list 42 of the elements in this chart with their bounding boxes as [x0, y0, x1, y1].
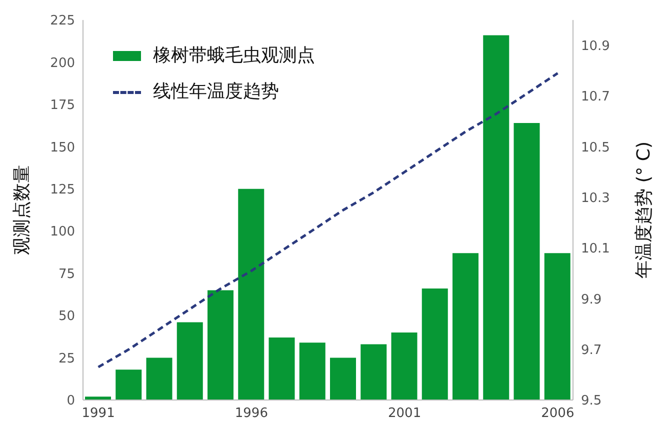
y2-tick-label: 10.7: [581, 90, 610, 105]
bar: [514, 123, 540, 400]
bar: [146, 358, 172, 400]
y-tick-label: 175: [50, 98, 75, 114]
y-tick-label: 50: [58, 309, 75, 324]
bar: [360, 344, 387, 400]
y2-tick-label: 10.9: [581, 38, 610, 54]
bar: [268, 338, 295, 400]
y2-tick-label: 9.7: [581, 342, 602, 358]
legend-label: 线性年温度趋势: [153, 81, 279, 102]
x-tick-label: 2001: [388, 406, 422, 422]
bar: [208, 290, 234, 400]
x-tick-label: 2006: [541, 406, 574, 422]
y-tick-label: 100: [50, 224, 75, 240]
bar: [422, 288, 448, 400]
y-tick-label: 125: [50, 182, 75, 198]
x-tick-label: 1996: [234, 406, 268, 422]
y-tick-label: 25: [58, 351, 75, 366]
bar: [116, 370, 142, 400]
bar: [483, 35, 510, 400]
bar: [176, 322, 203, 400]
line-series: [97, 72, 559, 368]
bar: [452, 253, 478, 400]
y2-axis-title: 年温度趋势 (° C): [633, 141, 654, 279]
y-tick-label: 200: [50, 56, 75, 71]
bar: [544, 253, 570, 400]
bar: [391, 332, 418, 400]
y2-tick-label: 9.5: [581, 394, 602, 409]
bar: [299, 342, 326, 400]
bar: [238, 188, 264, 400]
y2-tick-label: 10.1: [581, 242, 610, 257]
y-tick-label: 75: [58, 266, 75, 282]
legend-label: 橡树带蛾毛虫观测点: [153, 45, 315, 66]
y-tick-label: 150: [50, 140, 75, 156]
y2-tick-label: 10.5: [581, 140, 610, 156]
x-tick-label: 1991: [82, 406, 115, 422]
y-tick-label: 225: [50, 14, 75, 29]
y-axis-title: 观测点数量: [11, 165, 32, 255]
y2-tick-label: 10.3: [581, 190, 610, 206]
y-tick-label: 0: [66, 394, 75, 409]
bar: [330, 358, 356, 400]
y2-tick-label: 9.9: [581, 292, 602, 308]
